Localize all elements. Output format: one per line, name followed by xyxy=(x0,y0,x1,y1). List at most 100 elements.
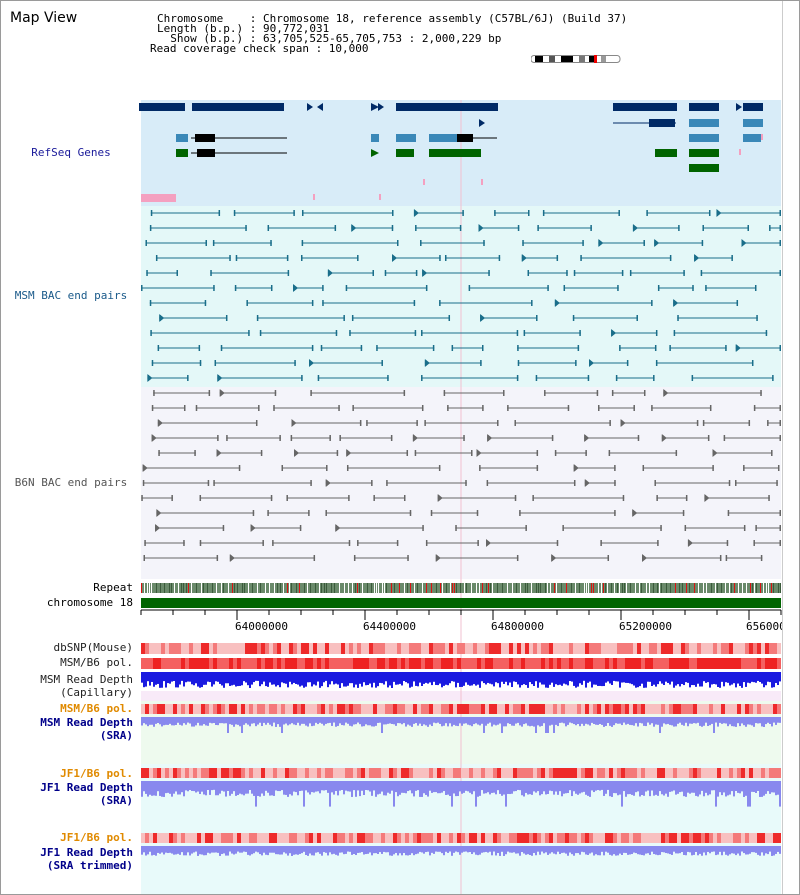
bac-end-mark xyxy=(339,435,341,441)
depth-bar xyxy=(741,672,743,688)
chromosome-ideogram[interactable] xyxy=(531,55,621,63)
depth-bar xyxy=(261,717,263,727)
heat-cell xyxy=(237,768,241,778)
depth-bar xyxy=(369,717,371,726)
heat-cell xyxy=(317,768,321,778)
heat-cell xyxy=(373,704,377,714)
depth-bar xyxy=(487,672,489,683)
heat-cell xyxy=(189,768,193,778)
depth-bar xyxy=(659,846,661,855)
depth-bar xyxy=(459,846,461,855)
depth-bar xyxy=(335,846,337,855)
bac-end-mark xyxy=(235,255,238,261)
depth-bar xyxy=(717,781,719,797)
heat-cell xyxy=(257,768,261,778)
depth-bar xyxy=(663,717,665,724)
depth-bar xyxy=(603,672,605,687)
depth-bar xyxy=(187,781,189,792)
heat-cell xyxy=(593,833,597,843)
bac-end-mark xyxy=(439,300,441,306)
depth-bar xyxy=(269,846,271,853)
dbsnp-label[interactable]: dbSNP(Mouse) xyxy=(53,641,133,654)
heat-cell xyxy=(533,833,537,843)
depth-bar xyxy=(767,717,769,723)
msm-b6-pol-label[interactable]: MSM/B6 pol. xyxy=(60,656,133,669)
depth-bar xyxy=(187,846,189,853)
depth-bar xyxy=(207,781,209,790)
bac-end-mark xyxy=(212,240,215,246)
depth-bar xyxy=(367,781,369,791)
bac-end-mark xyxy=(438,465,441,471)
depth-bar xyxy=(721,846,723,856)
heat-cell xyxy=(165,643,169,654)
depth-bar xyxy=(633,717,635,726)
heat-cell xyxy=(465,704,469,714)
depth-bar xyxy=(285,717,287,724)
heat-cell xyxy=(705,643,709,654)
heat-cell xyxy=(497,768,501,778)
jf1-b6-pol2-label[interactable]: JF1/B6 pol. xyxy=(60,831,133,844)
heat-cell xyxy=(321,768,325,778)
depth-bar xyxy=(317,672,319,682)
depth-bar xyxy=(777,781,779,795)
depth-bar xyxy=(559,846,561,855)
heat-cell xyxy=(577,768,581,778)
jf1-b6-pol-label[interactable]: JF1/B6 pol. xyxy=(60,767,133,780)
heat-cell xyxy=(345,704,349,714)
depth-bar xyxy=(149,672,151,686)
depth-bar xyxy=(353,846,355,855)
heat-cell xyxy=(577,704,581,714)
depth-bar xyxy=(361,781,363,791)
depth-bar xyxy=(281,846,283,855)
heat-cell xyxy=(209,643,213,654)
depth-bar xyxy=(371,846,373,856)
depth-bar xyxy=(471,672,473,686)
msm-read-depth-capillary-label[interactable]: MSM Read Depth xyxy=(40,673,133,686)
heat-cell xyxy=(697,643,701,654)
header-show-range: Show (b.p.) : 63,705,525-65,705,753 : 2,… xyxy=(157,32,502,45)
depth-bar xyxy=(165,672,167,688)
heat-cell xyxy=(633,658,637,669)
depth-bar xyxy=(393,672,395,682)
depth-bar xyxy=(145,717,147,725)
depth-bar xyxy=(185,781,187,791)
bac-end-mark xyxy=(556,540,559,546)
gene-feature xyxy=(139,103,185,111)
depth-bar xyxy=(299,717,301,726)
depth-bar xyxy=(633,781,635,796)
bac-end-mark xyxy=(376,345,378,351)
heat-cell xyxy=(357,658,361,669)
depth-bar xyxy=(485,846,487,852)
depth-bar xyxy=(153,717,155,727)
heat-cell xyxy=(249,643,253,654)
jf1-read-depth-sra-label[interactable]: JF1 Read Depth xyxy=(40,781,133,794)
msm-b6-pol2-label[interactable]: MSM/B6 pol. xyxy=(60,702,133,715)
heat-cell xyxy=(145,768,149,778)
depth-bar xyxy=(641,672,643,684)
b6n-bac-label[interactable]: B6N BAC end pairs xyxy=(14,476,128,489)
msm-bac-label[interactable]: MSM BAC end pairs xyxy=(14,289,128,302)
depth-bar xyxy=(621,846,623,855)
jf1-read-depth-trim-label[interactable]: JF1 Read Depth xyxy=(40,846,133,859)
heat-cell xyxy=(317,704,321,714)
depth-bar xyxy=(561,781,563,797)
depth-bar xyxy=(275,846,277,855)
depth-bar xyxy=(239,781,241,794)
bac-end-mark xyxy=(141,495,143,501)
bac-end-mark xyxy=(416,420,418,426)
heat-cell xyxy=(729,833,733,843)
depth-bar xyxy=(265,717,267,725)
bac-end-mark xyxy=(573,270,576,276)
bac-end-mark xyxy=(575,360,577,366)
bac-end-mark xyxy=(756,315,758,321)
refseq-genes-label[interactable]: RefSeq Genes xyxy=(31,146,111,159)
depth-bar xyxy=(439,781,441,794)
bac-strand-arrow xyxy=(229,554,235,562)
depth-bar xyxy=(369,781,371,792)
bac-end-mark xyxy=(207,480,210,486)
depth-bar xyxy=(669,717,671,725)
msm-read-depth-sra-label[interactable]: MSM Read Depth xyxy=(40,716,133,729)
depth-bar xyxy=(553,781,555,795)
depth-bar xyxy=(297,672,299,685)
